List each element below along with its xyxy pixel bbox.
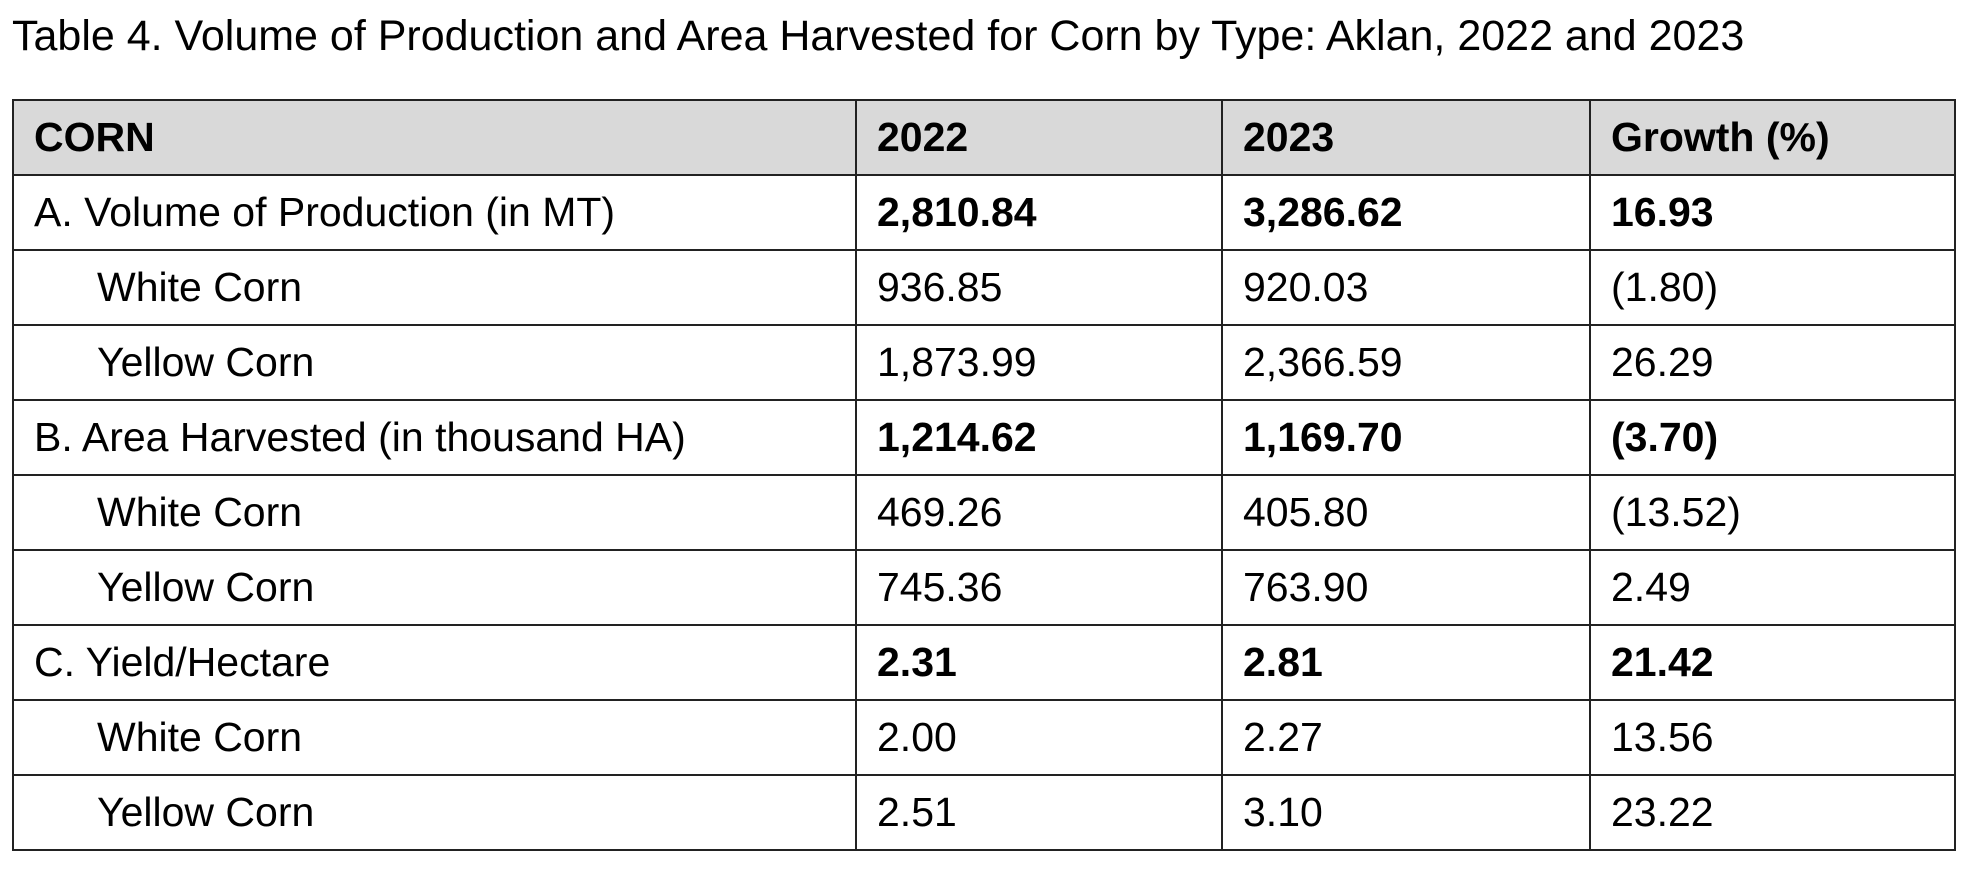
value-2023: 1,169.70	[1221, 399, 1591, 476]
value-growth: 13.56	[1589, 699, 1956, 776]
row-label: White Corn	[12, 249, 857, 326]
row-label: Yellow Corn	[12, 774, 857, 851]
table-row: White Corn 936.85 920.03 (1.80)	[12, 249, 1956, 326]
row-label: White Corn	[12, 474, 857, 551]
value-2022: 1,873.99	[855, 324, 1223, 401]
table-row: White Corn 2.00 2.27 13.56	[12, 699, 1956, 776]
value-2023: 3,286.62	[1221, 174, 1591, 251]
value-2022: 745.36	[855, 549, 1223, 626]
section-row-volume-of-production: A. Volume of Production (in MT) 2,810.84…	[12, 174, 1956, 251]
table-row: Yellow Corn 1,873.99 2,366.59 26.29	[12, 324, 1956, 401]
value-growth: 26.29	[1589, 324, 1956, 401]
header-growth: Growth (%)	[1589, 99, 1956, 176]
value-2023: 3.10	[1221, 774, 1591, 851]
row-label: A. Volume of Production (in MT)	[12, 174, 857, 251]
value-2022: 1,214.62	[855, 399, 1223, 476]
value-growth: (13.52)	[1589, 474, 1956, 551]
header-2023: 2023	[1221, 99, 1591, 176]
value-growth: (1.80)	[1589, 249, 1956, 326]
table-caption: Table 4. Volume of Production and Area H…	[12, 12, 1745, 60]
value-growth: 2.49	[1589, 549, 1956, 626]
header-corn: CORN	[12, 99, 857, 176]
value-2022: 469.26	[855, 474, 1223, 551]
value-2023: 2,366.59	[1221, 324, 1591, 401]
corn-production-table: CORN 2022 2023 Growth (%) A. Volume of P…	[12, 99, 1956, 851]
value-growth: 16.93	[1589, 174, 1956, 251]
value-2023: 405.80	[1221, 474, 1591, 551]
value-2022: 2.51	[855, 774, 1223, 851]
header-2022: 2022	[855, 99, 1223, 176]
row-label: C. Yield/Hectare	[12, 624, 857, 701]
value-growth: 23.22	[1589, 774, 1956, 851]
value-2022: 2.31	[855, 624, 1223, 701]
table-row: Yellow Corn 2.51 3.10 23.22	[12, 774, 1956, 851]
value-2022: 2,810.84	[855, 174, 1223, 251]
value-2023: 920.03	[1221, 249, 1591, 326]
value-2023: 2.81	[1221, 624, 1591, 701]
value-growth: (3.70)	[1589, 399, 1956, 476]
row-label: B. Area Harvested (in thousand HA)	[12, 399, 857, 476]
section-row-area-harvested: B. Area Harvested (in thousand HA) 1,214…	[12, 399, 1956, 476]
row-label: White Corn	[12, 699, 857, 776]
value-2023: 2.27	[1221, 699, 1591, 776]
table-row: White Corn 469.26 405.80 (13.52)	[12, 474, 1956, 551]
row-label: Yellow Corn	[12, 549, 857, 626]
value-2023: 763.90	[1221, 549, 1591, 626]
table-header-row: CORN 2022 2023 Growth (%)	[12, 99, 1956, 176]
row-label: Yellow Corn	[12, 324, 857, 401]
value-2022: 2.00	[855, 699, 1223, 776]
value-2022: 936.85	[855, 249, 1223, 326]
section-row-yield-per-hectare: C. Yield/Hectare 2.31 2.81 21.42	[12, 624, 1956, 701]
value-growth: 21.42	[1589, 624, 1956, 701]
table-row: Yellow Corn 745.36 763.90 2.49	[12, 549, 1956, 626]
